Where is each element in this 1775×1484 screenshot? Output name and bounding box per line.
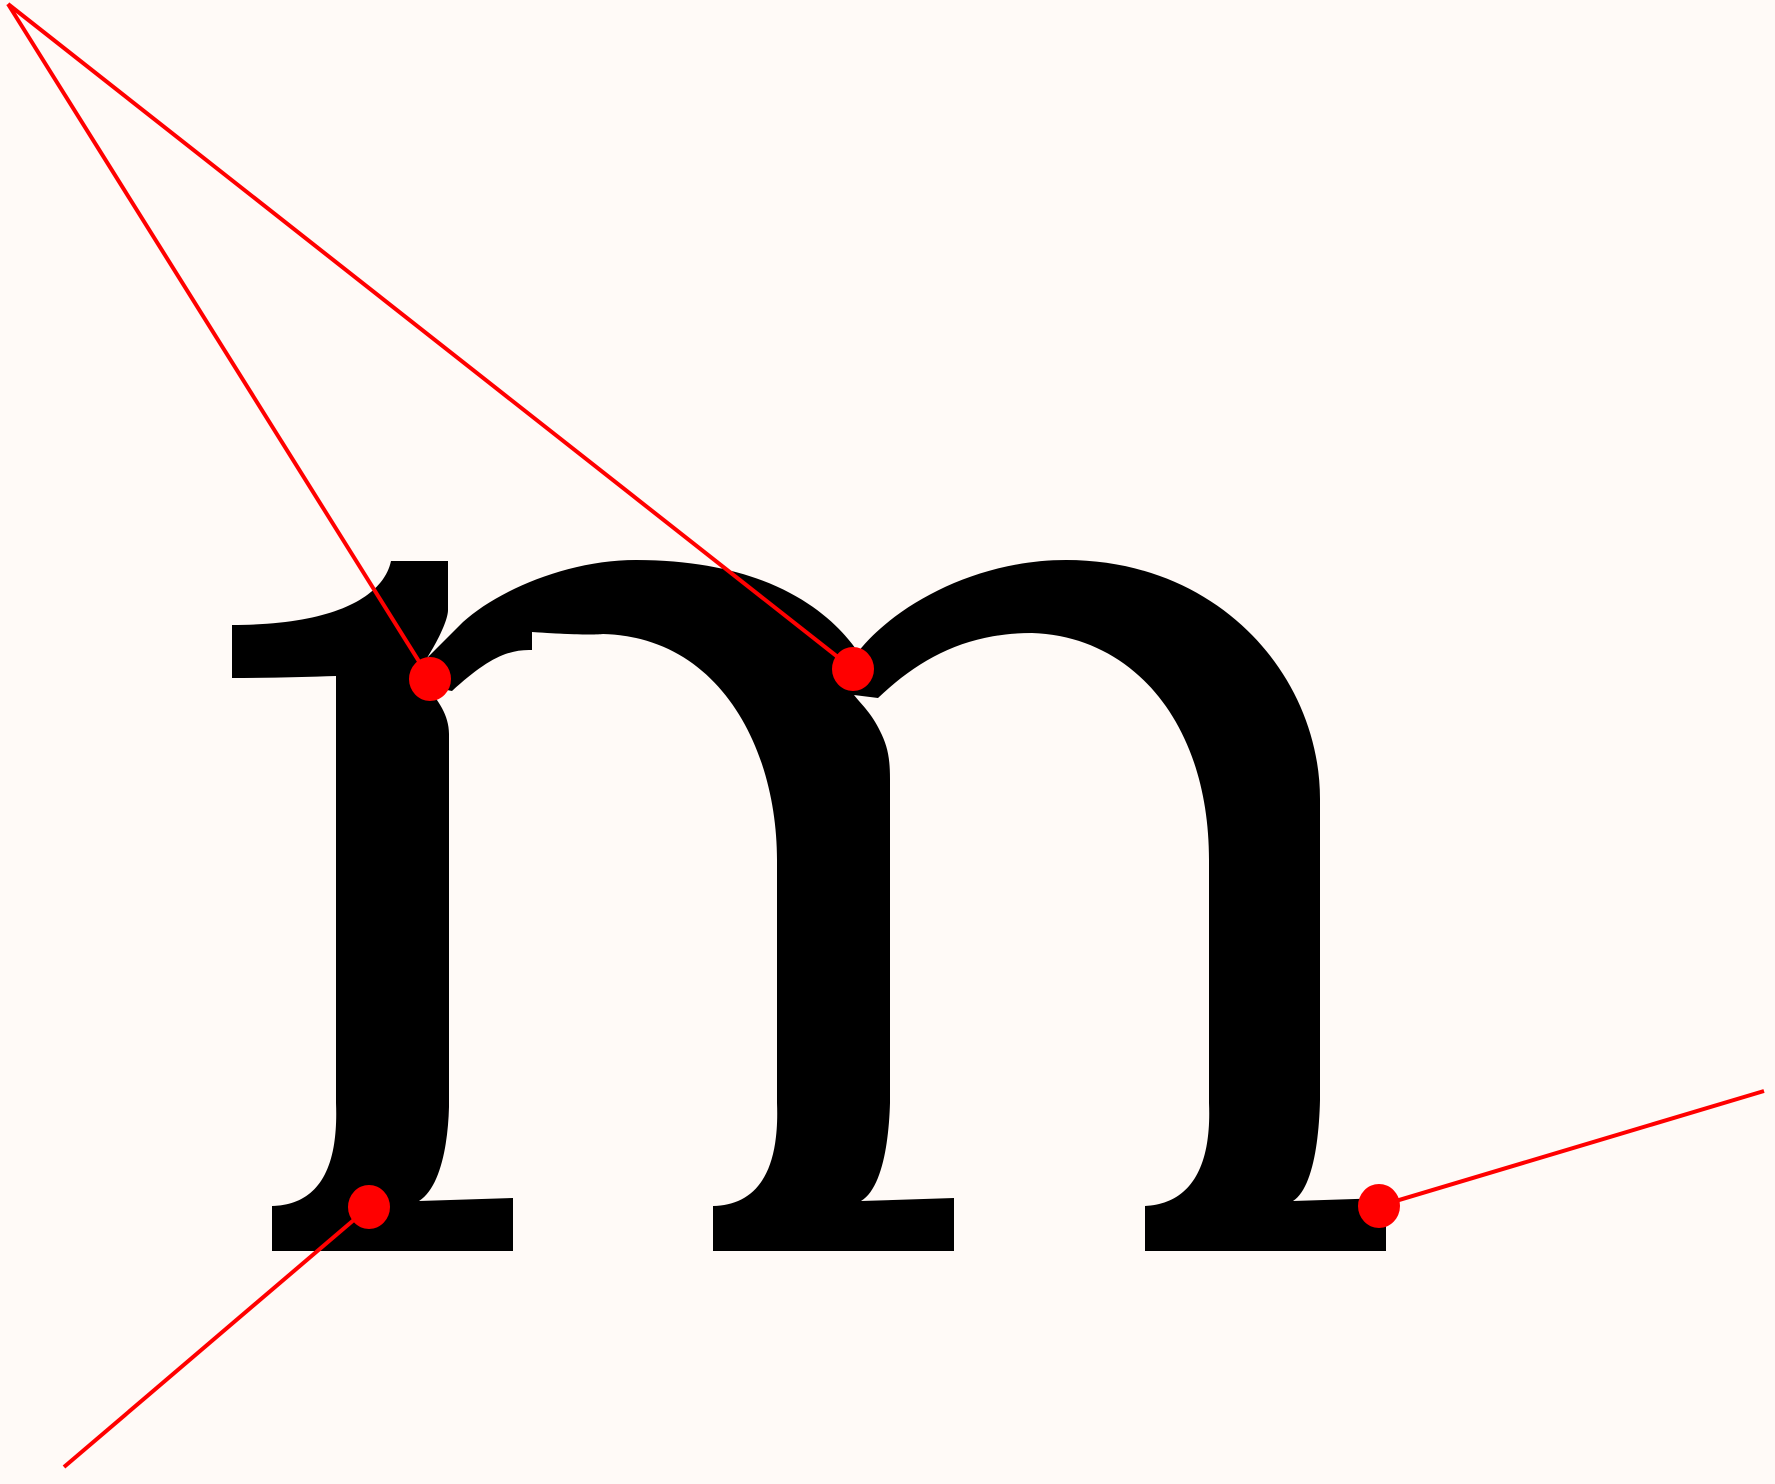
glyph-m (232, 560, 1386, 1251)
control-points (348, 647, 1400, 1229)
control-point-left-shoulder (409, 657, 451, 701)
control-point-right-foot (1358, 1184, 1400, 1228)
construction-lines (6, 2, 1765, 1469)
line-right-foot (1378, 1089, 1765, 1208)
line-middle-shoulder (6, 2, 855, 671)
line-left-shoulder (6, 2, 432, 681)
control-point-left-foot (348, 1185, 390, 1229)
line-left-foot (62, 1205, 371, 1469)
control-point-middle-shoulder (832, 647, 874, 691)
